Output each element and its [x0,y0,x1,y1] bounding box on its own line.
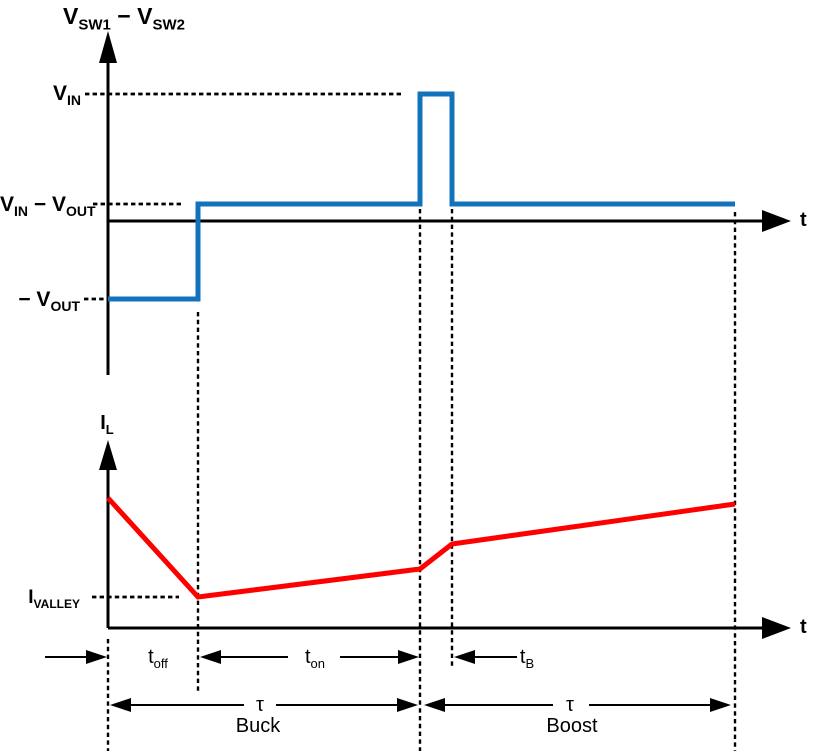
mv-sub: OUT [50,298,80,315]
top-x-axis-arrowhead [762,210,791,232]
ivalley-level-label: IVALLEY [0,586,80,610]
tau-buck-label: τ [256,694,264,716]
toff-label: toff [126,644,190,670]
il-base: I [100,412,106,434]
vin-sub: IN [67,92,81,109]
tb-sub: B [525,656,535,671]
vin-minus-vout-level-label: VIN − VOUT [0,193,96,220]
boost-label: Boost [546,715,598,737]
bottom-y-axis-arrowhead [99,440,117,470]
toff-left-arrowhead [86,650,107,664]
ton-right-arrowhead [398,650,419,664]
vmv-minus: − [28,193,52,216]
title-minus: − [110,3,138,29]
minus-vout-level-label: − VOUT [0,288,80,315]
inductor-current-waveform [106,496,736,600]
ivalley-sub: VALLEY [33,596,80,611]
vin-base: V [52,82,67,105]
ton-base: t [304,646,311,668]
ton-sub: on [310,656,326,671]
toff-base: t [148,646,154,668]
ivalley-base: I [28,587,34,608]
boost-left-arrowhead [424,698,445,712]
vin-level-label: VIN [10,82,81,109]
title-sub2: SW2 [152,16,185,34]
vmv-sub1: IN [14,203,29,220]
switch-voltage-waveform [108,91,735,302]
tb-arrowhead [454,650,475,664]
title-sub1: SW1 [78,16,111,34]
bottom-x-axis-arrowhead [762,617,791,639]
buck-left-arrowhead [110,698,131,712]
vmv-v1: V [0,193,15,216]
title-v2: V [137,3,153,29]
bottom-x-axis-label: t [800,616,807,638]
top-y-axis-arrowhead [99,31,117,63]
il-sub: L [105,422,114,437]
boost-right-arrowhead [710,698,731,712]
ton-label: ton [283,644,347,670]
tau-boost-label: τ [566,694,574,716]
title-v1: V [63,3,79,29]
ton-left-arrowhead [200,650,221,664]
bottom-y-axis-title: IL [85,411,129,437]
vmv-v2: V [51,193,66,216]
mv-base: V [36,288,51,311]
top-y-axis-title: VSW1 − VSW2 [48,3,200,33]
mv-minus: − [18,288,37,311]
buck-label: Buck [235,715,281,737]
vmv-sub2: OUT [65,203,96,220]
top-x-axis-label: t [800,209,807,231]
toff-sub: off [153,656,168,671]
buck-right-arrowhead [397,698,418,712]
tb-base: t [519,646,526,668]
tb-label: tB [495,644,559,670]
